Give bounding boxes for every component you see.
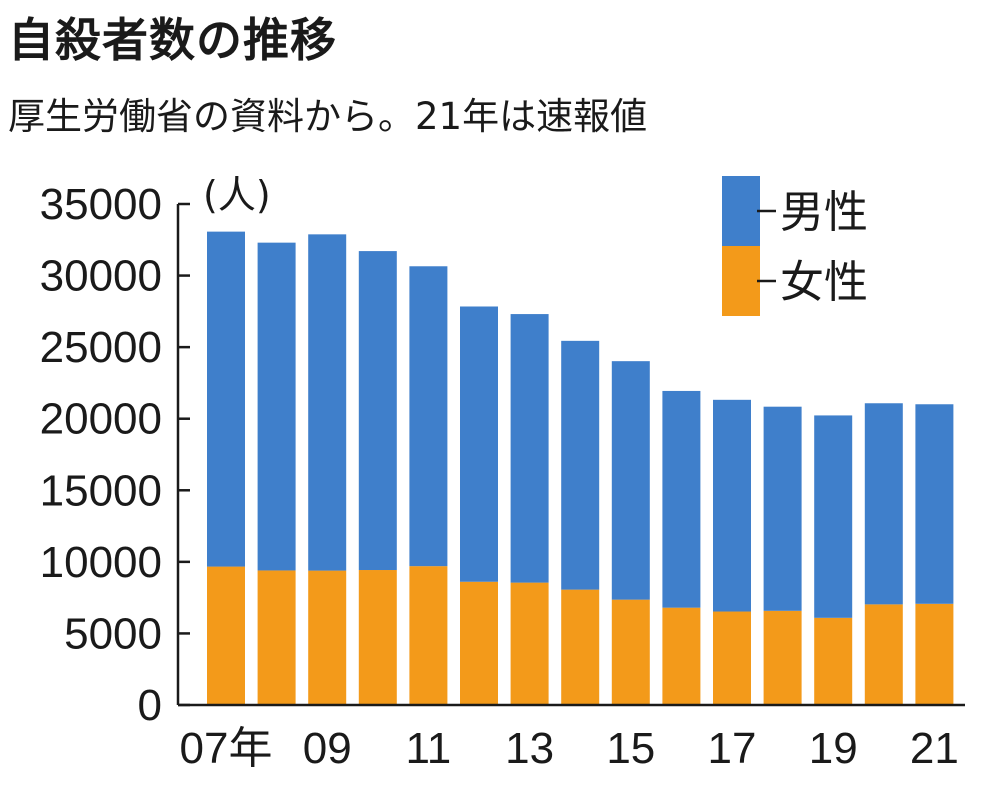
bar-female <box>915 603 954 705</box>
y-tick-label: 0 <box>138 681 162 730</box>
x-axis-ticks: 07年 09 11 13 15 17 19 21 <box>178 703 965 773</box>
bar-male <box>257 242 296 571</box>
x-tick-label: 09 <box>303 724 352 773</box>
bar-female <box>864 604 903 705</box>
bar-male <box>763 406 802 611</box>
chart-title: 自殺者数の推移 <box>8 13 337 67</box>
y-tick-label: 30000 <box>40 252 162 301</box>
bar-female <box>308 570 347 705</box>
bar-female <box>358 570 397 705</box>
x-tick-label: 11 <box>406 724 452 773</box>
bar-female <box>814 617 853 705</box>
bar-female <box>561 589 600 705</box>
bar-male <box>561 340 600 590</box>
bar-male <box>864 403 903 605</box>
bar-female <box>207 566 245 705</box>
bar-female <box>510 582 549 705</box>
bar-male <box>308 234 347 571</box>
x-tick-label: 17 <box>708 724 757 773</box>
x-tick-label: 07年 <box>180 724 273 773</box>
bar-female <box>763 610 802 705</box>
bar-female <box>257 570 296 705</box>
legend-label: 女性 <box>780 257 868 308</box>
bar-female <box>662 607 701 705</box>
y-axis-ticks: 0 5000 10000 15000 20000 25000 30000 35000 <box>40 180 190 730</box>
bars <box>207 231 954 705</box>
bar-male <box>409 266 448 567</box>
y-tick-label: 35000 <box>40 180 162 229</box>
legend-swatch <box>722 176 760 246</box>
chart-subtitle: 厚生労働省の資料から。21年は速報値 <box>8 95 648 138</box>
y-tick-label: 25000 <box>40 323 162 372</box>
y-tick-label: 20000 <box>40 395 162 444</box>
x-tick-label: 13 <box>505 724 554 773</box>
bar-female <box>409 566 448 705</box>
y-tick-label: 15000 <box>40 466 162 515</box>
bar-male <box>915 404 954 604</box>
legend-label: 男性 <box>780 187 868 238</box>
bar-male <box>611 361 650 600</box>
bar-female <box>611 599 650 705</box>
bar-male <box>358 251 397 571</box>
bar-male <box>662 390 701 608</box>
y-tick-label: 10000 <box>40 538 162 587</box>
legend-swatch <box>722 246 760 316</box>
bar-male <box>814 415 853 618</box>
x-tick-label: 19 <box>809 724 858 773</box>
bar-male <box>460 306 498 582</box>
bar-female <box>713 611 751 705</box>
bar-male <box>713 399 751 612</box>
x-tick-label: 15 <box>606 724 655 773</box>
y-tick-label: 5000 <box>64 609 162 658</box>
bar-female <box>460 581 498 705</box>
x-tick-label: 21 <box>910 724 959 773</box>
y-axis-unit-label: (人) <box>203 173 271 217</box>
bar-male <box>510 314 549 583</box>
bar-male <box>207 231 245 567</box>
